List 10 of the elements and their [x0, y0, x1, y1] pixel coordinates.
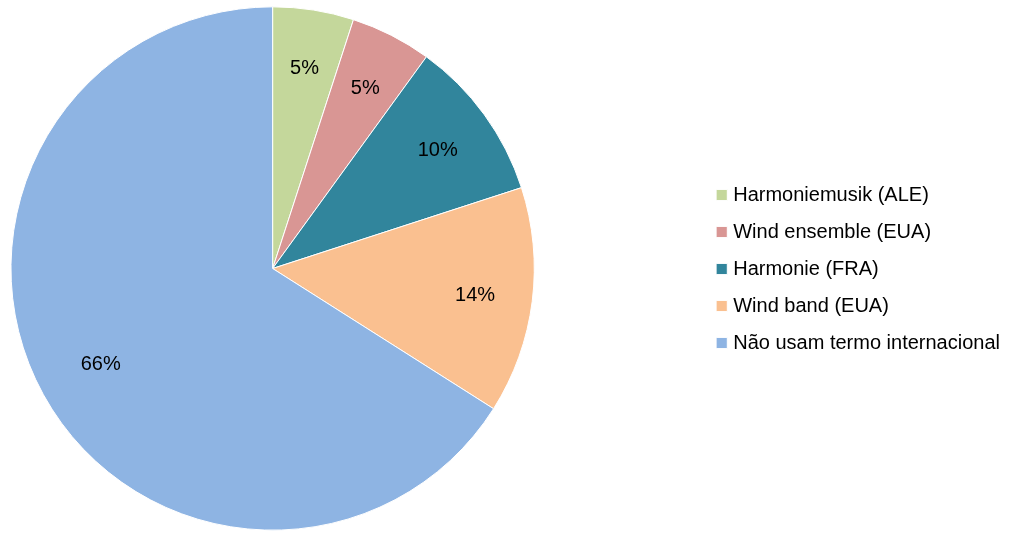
data-label: 5%: [350, 75, 380, 98]
data-label: 10%: [417, 137, 458, 160]
legend-label: Wind ensemble (EUA): [733, 219, 932, 243]
legend-label: Harmoniemusik (ALE): [733, 182, 929, 206]
data-label: 14%: [455, 283, 496, 306]
legend-label: Harmonie (FRA): [733, 256, 879, 280]
legend-label: Wind band (EUA): [733, 293, 889, 317]
legend-label: Não usam termo internacional: [733, 330, 1000, 354]
data-label: 5%: [290, 55, 320, 78]
data-label: 66%: [80, 352, 121, 375]
